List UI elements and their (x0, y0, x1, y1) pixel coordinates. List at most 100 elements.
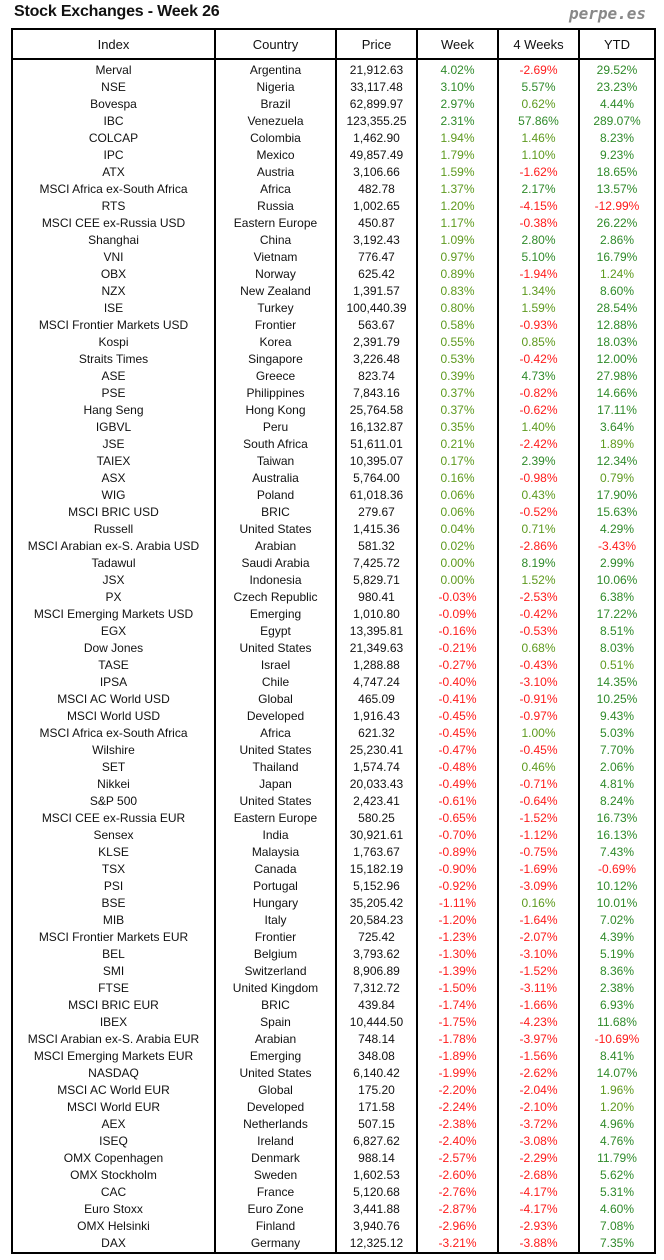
index-cell: VNI (11, 249, 216, 266)
week-change-cell: -0.49% (416, 776, 499, 793)
header-4-weeks[interactable]: 4 Weeks (497, 28, 580, 60)
four-week-change-cell: -0.38% (497, 215, 580, 232)
week-change-cell: -2.20% (416, 1082, 499, 1099)
week-change-cell: 1.17% (416, 215, 499, 232)
week-change-cell: 2.31% (416, 113, 499, 130)
ytd-change-cell: 8.23% (578, 130, 656, 147)
price-cell: 25,764.58 (335, 402, 418, 419)
four-week-change-cell: -0.42% (497, 351, 580, 368)
index-cell: Hang Seng (11, 402, 216, 419)
four-week-change-cell: -2.04% (497, 1082, 580, 1099)
week-change-cell: 0.06% (416, 504, 499, 521)
four-week-change-cell: -0.82% (497, 385, 580, 402)
price-cell: 175.20 (335, 1082, 418, 1099)
price-cell: 725.42 (335, 929, 418, 946)
week-change-cell: 0.06% (416, 487, 499, 504)
table-row: Hang Seng Hong Kong 25,764.58 0.37% -0.62% 17… (11, 402, 656, 419)
country-cell: South Africa (214, 436, 337, 453)
country-cell: Arabian (214, 538, 337, 555)
week-change-cell: 1.79% (416, 147, 499, 164)
four-week-change-cell: 0.16% (497, 895, 580, 912)
ytd-change-cell: 12.34% (578, 453, 656, 470)
index-cell: MSCI World USD (11, 708, 216, 725)
ytd-change-cell: 5.31% (578, 1184, 656, 1201)
four-week-change-cell: -2.07% (497, 929, 580, 946)
index-cell: MSCI Africa ex-South Africa (11, 725, 216, 742)
ytd-change-cell: 13.57% (578, 181, 656, 198)
table-row: FTSE United Kingdom 7,312.72 -1.50% -3.11% 2.… (11, 980, 656, 997)
table-body: Merval Argentina 21,912.63 4.02% -2.69% 29.52… (11, 59, 656, 1253)
index-cell: OBX (11, 266, 216, 283)
index-cell: Merval (11, 59, 216, 79)
header-week[interactable]: Week (416, 28, 499, 60)
four-week-change-cell: -4.17% (497, 1201, 580, 1218)
ytd-change-cell: 8.41% (578, 1048, 656, 1065)
price-cell: 5,764.00 (335, 470, 418, 487)
index-cell: ASX (11, 470, 216, 487)
index-cell: OMX Stockholm (11, 1167, 216, 1184)
four-week-change-cell: -1.52% (497, 810, 580, 827)
country-cell: Czech Republic (214, 589, 337, 606)
header-index[interactable]: Index (11, 28, 216, 60)
price-cell: 3,940.76 (335, 1218, 418, 1235)
country-cell: Russia (214, 198, 337, 215)
week-change-cell: -2.57% (416, 1150, 499, 1167)
table-row: JSE South Africa 51,611.01 0.21% -2.42% 1.89% (11, 436, 656, 453)
four-week-change-cell: 1.59% (497, 300, 580, 317)
ytd-change-cell: 3.64% (578, 419, 656, 436)
ytd-change-cell: 4.60% (578, 1201, 656, 1218)
price-cell: 12,325.12 (335, 1235, 418, 1253)
price-cell: 823.74 (335, 368, 418, 385)
week-change-cell: -0.03% (416, 589, 499, 606)
week-change-cell: 0.83% (416, 283, 499, 300)
country-cell: Portugal (214, 878, 337, 895)
table-row: MSCI Africa ex-South Africa Africa 482.78 1… (11, 181, 656, 198)
four-week-change-cell: -2.68% (497, 1167, 580, 1184)
table-row: TSX Canada 15,182.19 -0.90% -1.69% -0.69% (11, 861, 656, 878)
country-cell: Eastern Europe (214, 810, 337, 827)
table-row: BEL Belgium 3,793.62 -1.30% -3.10% 5.19% (11, 946, 656, 963)
country-cell: Euro Zone (214, 1201, 337, 1218)
index-cell: Sensex (11, 827, 216, 844)
four-week-change-cell: -3.09% (497, 878, 580, 895)
week-change-cell: 3.10% (416, 79, 499, 96)
table-row: PSI Portugal 5,152.96 -0.92% -3.09% 10.12% (11, 878, 656, 895)
index-cell: Dow Jones (11, 640, 216, 657)
four-week-change-cell: -2.53% (497, 589, 580, 606)
week-change-cell: -1.11% (416, 895, 499, 912)
ytd-change-cell: 14.07% (578, 1065, 656, 1082)
ytd-change-cell: 7.08% (578, 1218, 656, 1235)
header-ytd[interactable]: YTD (578, 28, 656, 60)
table-row: ASX Australia 5,764.00 0.16% -0.98% 0.79% (11, 470, 656, 487)
four-week-change-cell: -2.69% (497, 59, 580, 79)
week-change-cell: 1.09% (416, 232, 499, 249)
four-week-change-cell: -1.12% (497, 827, 580, 844)
header-price[interactable]: Price (335, 28, 418, 60)
table-row: IGBVL Peru 16,132.87 0.35% 1.40% 3.64% (11, 419, 656, 436)
week-change-cell: -0.09% (416, 606, 499, 623)
price-cell: 450.87 (335, 215, 418, 232)
price-cell: 1,916.43 (335, 708, 418, 725)
week-change-cell: -2.38% (416, 1116, 499, 1133)
price-cell: 5,152.96 (335, 878, 418, 895)
ytd-change-cell: 7.70% (578, 742, 656, 759)
country-cell: Poland (214, 487, 337, 504)
country-cell: Global (214, 1082, 337, 1099)
ytd-change-cell: 4.96% (578, 1116, 656, 1133)
index-cell: MSCI Frontier Markets USD (11, 317, 216, 334)
country-cell: China (214, 232, 337, 249)
week-change-cell: -0.65% (416, 810, 499, 827)
price-cell: 2,391.79 (335, 334, 418, 351)
index-cell: MSCI Arabian ex-S. Arabia EUR (11, 1031, 216, 1048)
ytd-change-cell: 8.60% (578, 283, 656, 300)
week-change-cell: -0.61% (416, 793, 499, 810)
country-cell: Hong Kong (214, 402, 337, 419)
header-country[interactable]: Country (214, 28, 337, 60)
week-change-cell: 2.97% (416, 96, 499, 113)
country-cell: Finland (214, 1218, 337, 1235)
week-change-cell: -2.40% (416, 1133, 499, 1150)
brand-logo: perpe.es (568, 4, 646, 23)
week-change-cell: 0.55% (416, 334, 499, 351)
country-cell: Norway (214, 266, 337, 283)
country-cell: Japan (214, 776, 337, 793)
